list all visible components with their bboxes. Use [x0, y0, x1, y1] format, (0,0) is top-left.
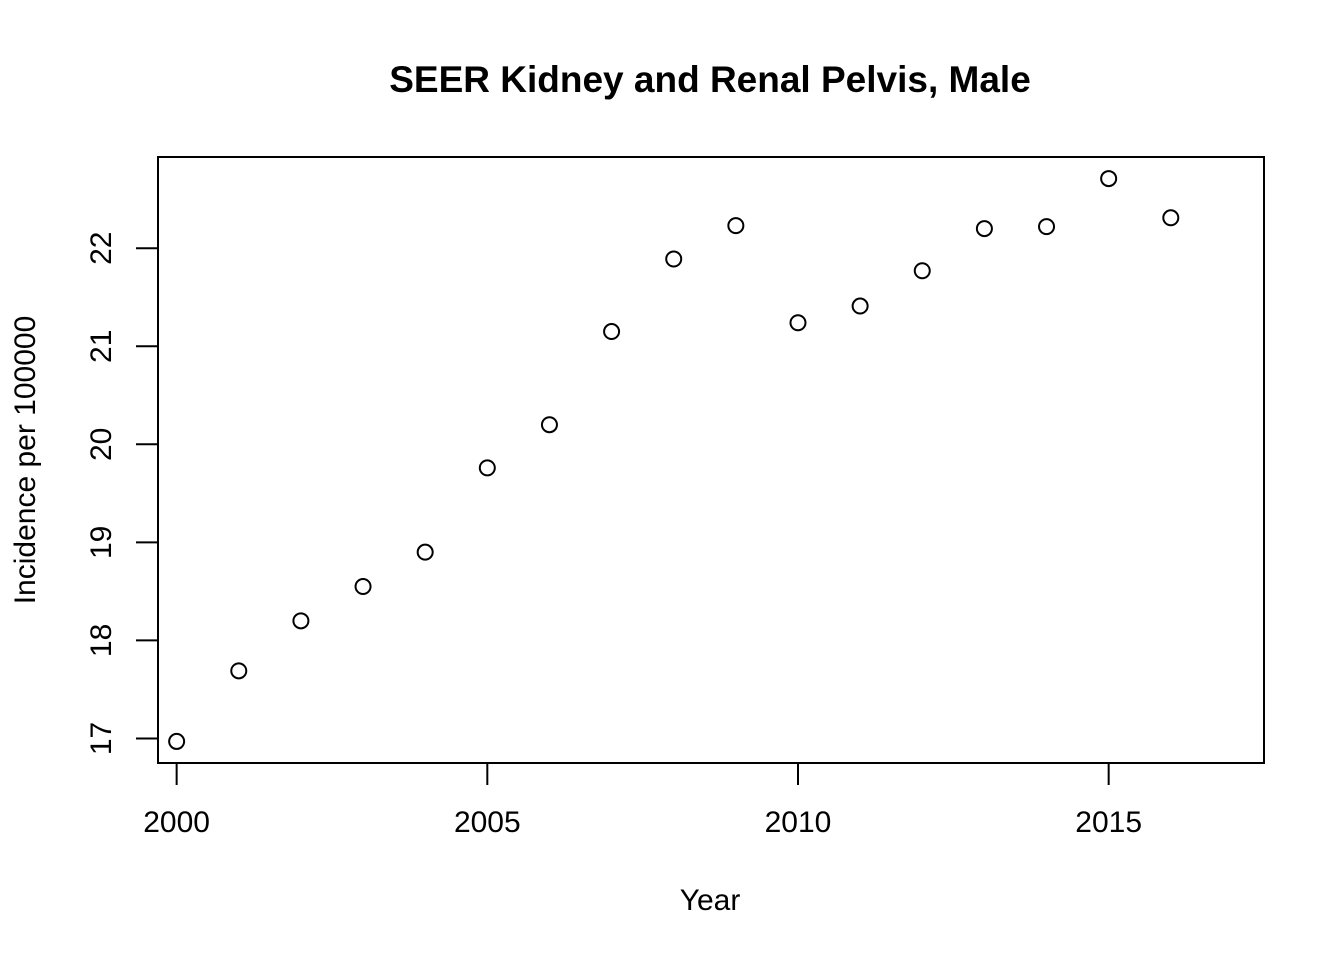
data-point — [665, 250, 683, 268]
x-tick-label: 2010 — [765, 806, 832, 839]
data-point — [975, 220, 993, 238]
data-point — [1038, 218, 1056, 236]
x-tick-label: 2005 — [454, 806, 521, 839]
data-point — [230, 662, 248, 680]
data-point — [727, 217, 745, 235]
data-point — [540, 416, 558, 434]
data-point — [851, 297, 869, 315]
x-axis-label: Year — [680, 884, 741, 917]
y-tick-label: 17 — [85, 722, 118, 755]
data-point — [292, 612, 310, 630]
x-tick-label: 2000 — [143, 806, 210, 839]
data-point — [354, 577, 372, 595]
data-point — [478, 459, 496, 477]
y-tick-label: 22 — [85, 232, 118, 265]
data-point — [1162, 209, 1180, 227]
y-tick-label: 20 — [85, 428, 118, 461]
plot-area-frame — [157, 156, 1265, 764]
data-points — [168, 170, 1180, 750]
chart-title: SEER Kidney and Renal Pelvis, Male — [389, 59, 1031, 100]
y-tick-label: 18 — [85, 624, 118, 657]
data-point — [913, 262, 931, 280]
data-point — [603, 323, 621, 341]
data-point — [168, 732, 186, 750]
data-point — [416, 543, 434, 561]
x-tick-label: 2015 — [1075, 806, 1142, 839]
data-point — [789, 314, 807, 332]
y-axis-label: Incidence per 100000 — [9, 316, 42, 605]
data-point — [1100, 170, 1118, 188]
x-axis: 2000 2005 2010 2015 — [143, 762, 1142, 839]
y-tick-label: 19 — [85, 526, 118, 559]
y-axis: 17 18 19 20 21 22 — [85, 232, 159, 755]
y-tick-label: 21 — [85, 330, 118, 363]
